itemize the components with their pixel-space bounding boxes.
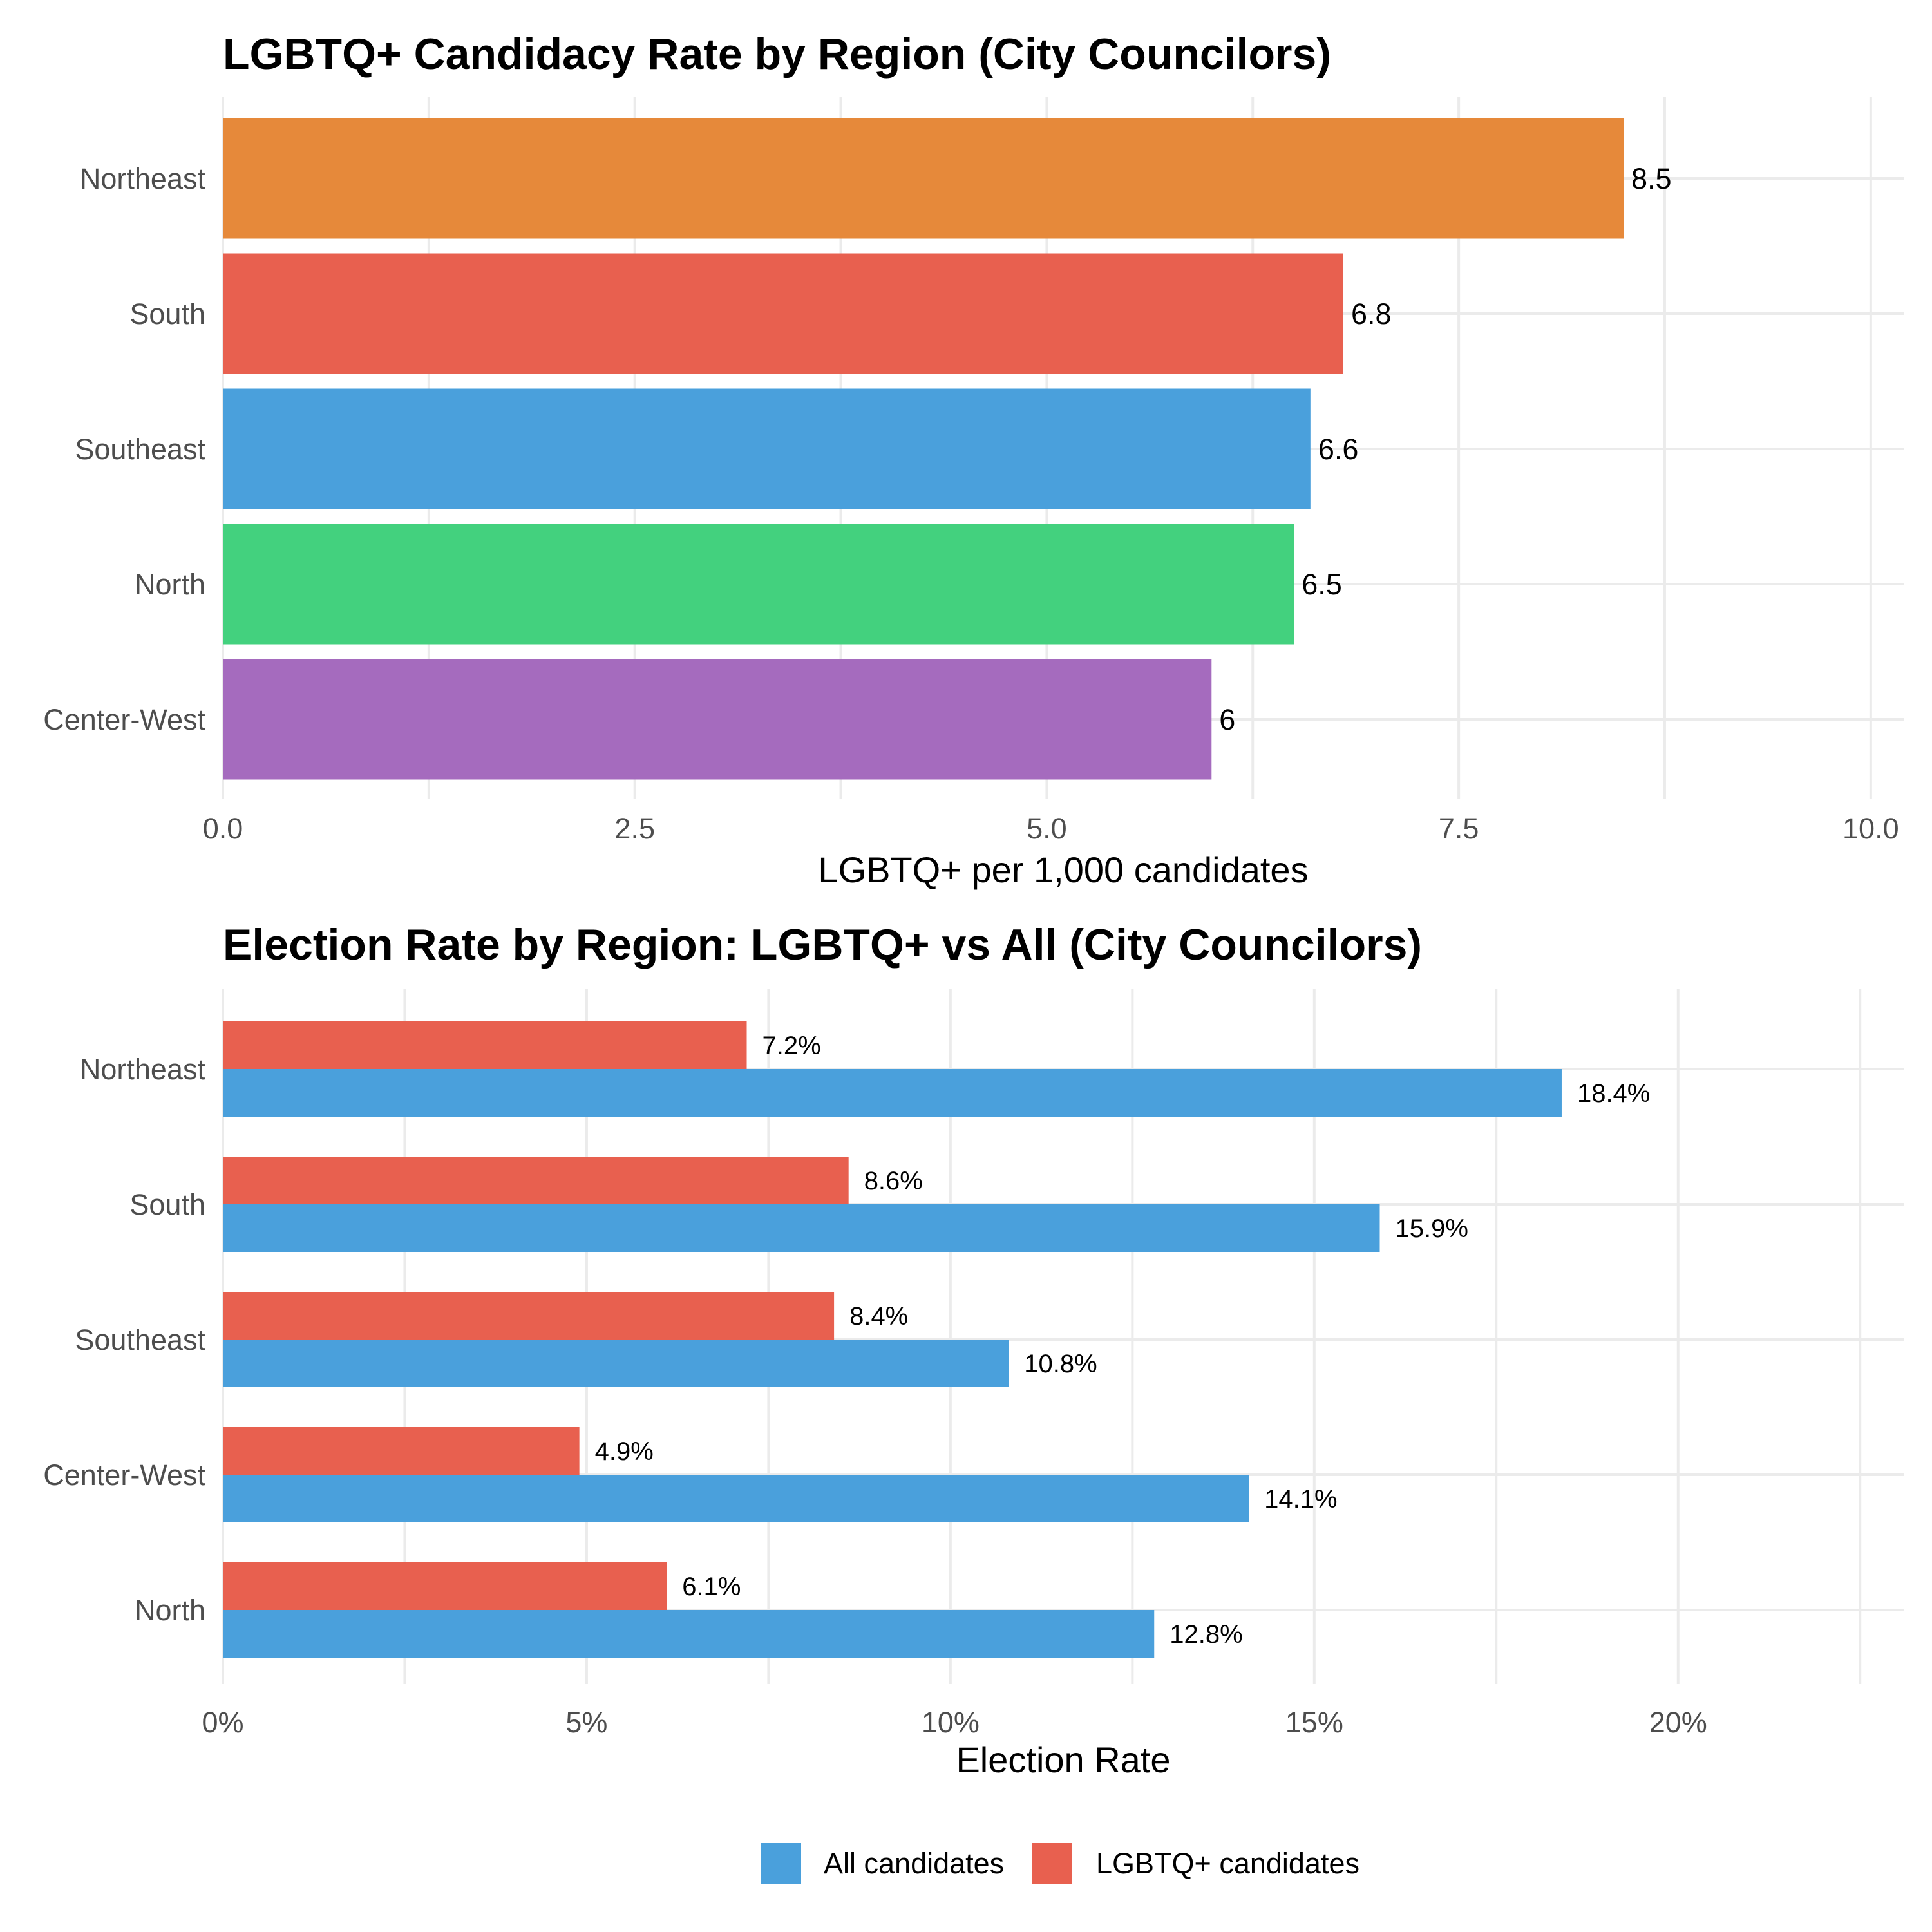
legend-item-lgbtq-candidates[interactable]: LGBTQ+ candidates	[1032, 1843, 1359, 1884]
y-tick-label: South	[129, 298, 205, 330]
bar-value-label: 18.4%	[1577, 1079, 1650, 1108]
bar[interactable]	[223, 118, 1624, 239]
x-tick-label: 0%	[202, 1706, 243, 1739]
bar-value-label: 8.4%	[849, 1302, 908, 1331]
bar[interactable]	[223, 1427, 580, 1475]
bar[interactable]	[223, 1610, 1155, 1658]
y-tick-label: Center-West	[43, 703, 205, 736]
legend-label: LGBTQ+ candidates	[1096, 1847, 1359, 1880]
legend-swatch	[1032, 1843, 1072, 1884]
y-tick-label: North	[135, 568, 205, 601]
y-tick-label: Southeast	[75, 433, 205, 466]
chart-title: Election Rate by Region: LGBTQ+ vs All (…	[223, 920, 1422, 969]
x-tick-label: 5.0	[1027, 812, 1067, 845]
y-tick-label: South	[129, 1188, 205, 1221]
bar-value-label: 6.6	[1318, 433, 1359, 466]
bar-value-label: 10.8%	[1024, 1350, 1097, 1378]
bar-value-label: 7.2%	[762, 1032, 821, 1060]
bar-value-label: 8.6%	[864, 1167, 923, 1195]
election-rate-chart: Election Rate by Region: LGBTQ+ vs All (…	[43, 920, 1904, 1884]
x-tick-label: 0.0	[203, 812, 243, 845]
bar-value-label: 6.5	[1302, 568, 1342, 601]
x-tick-label: 15%	[1285, 1706, 1343, 1739]
x-axis-title: Election Rate	[956, 1739, 1170, 1780]
bars	[223, 1021, 1562, 1658]
bar[interactable]	[223, 1157, 849, 1204]
x-axis-title: LGBTQ+ per 1,000 candidates	[818, 849, 1308, 890]
y-tick-label: Southeast	[75, 1323, 205, 1356]
bar-value-label: 14.1%	[1264, 1485, 1337, 1513]
bar[interactable]	[223, 1021, 747, 1069]
y-tick-label: North	[135, 1594, 205, 1627]
bars	[223, 118, 1624, 780]
bar[interactable]	[223, 1069, 1562, 1117]
bar-value-label: 15.9%	[1395, 1215, 1468, 1243]
candidacy-rate-chart: LGBTQ+ Candidacy Rate by Region (City Co…	[43, 30, 1904, 890]
bar-value-label: 4.9%	[595, 1437, 654, 1466]
x-axis-tick-labels: 0% 5% 10% 15% 20%	[202, 1706, 1707, 1739]
x-tick-label: 10%	[922, 1706, 980, 1739]
bar[interactable]	[223, 524, 1294, 645]
bar-value-label: 6.8	[1351, 298, 1392, 330]
legend-swatch	[761, 1843, 801, 1884]
bar-value-label: 12.8%	[1170, 1620, 1242, 1649]
value-labels: 7.2% 8.6% 8.4% 4.9% 6.1% 18.4% 15.9% 10.8% 14.1%…	[595, 1032, 1651, 1649]
bar[interactable]	[223, 659, 1212, 780]
bar[interactable]	[223, 253, 1343, 374]
bar[interactable]	[223, 1340, 1009, 1387]
y-axis-labels: Northeast South Southeast Center-West North	[43, 1053, 205, 1627]
value-labels: 8.5 6.8 6.6 6.5 6	[1219, 162, 1671, 736]
bar-value-label: 6	[1219, 703, 1235, 736]
x-axis-tick-labels: 0.0 2.5 5.0 7.5 10.0	[203, 812, 1899, 845]
bar-value-label: 6.1%	[682, 1573, 741, 1601]
legend: All candidates LGBTQ+ candidates	[761, 1843, 1359, 1884]
bar[interactable]	[223, 388, 1311, 509]
y-tick-label: Northeast	[80, 1053, 206, 1086]
x-tick-label: 5%	[565, 1706, 607, 1739]
x-tick-label: 20%	[1649, 1706, 1707, 1739]
bar[interactable]	[223, 1204, 1380, 1252]
y-tick-label: Center-West	[43, 1459, 205, 1492]
bar[interactable]	[223, 1292, 835, 1340]
x-tick-label: 2.5	[614, 812, 655, 845]
bar-value-label: 8.5	[1631, 162, 1672, 195]
legend-label: All candidates	[824, 1847, 1004, 1880]
legend-item-all-candidates[interactable]: All candidates	[761, 1843, 1004, 1884]
bar[interactable]	[223, 1475, 1249, 1522]
bar[interactable]	[223, 1562, 667, 1610]
x-tick-label: 7.5	[1439, 812, 1479, 845]
x-tick-label: 10.0	[1842, 812, 1899, 845]
chart-title: LGBTQ+ Candidacy Rate by Region (City Co…	[223, 30, 1331, 79]
y-axis-labels: Northeast South Southeast North Center-West	[43, 162, 205, 736]
y-tick-label: Northeast	[80, 162, 206, 195]
